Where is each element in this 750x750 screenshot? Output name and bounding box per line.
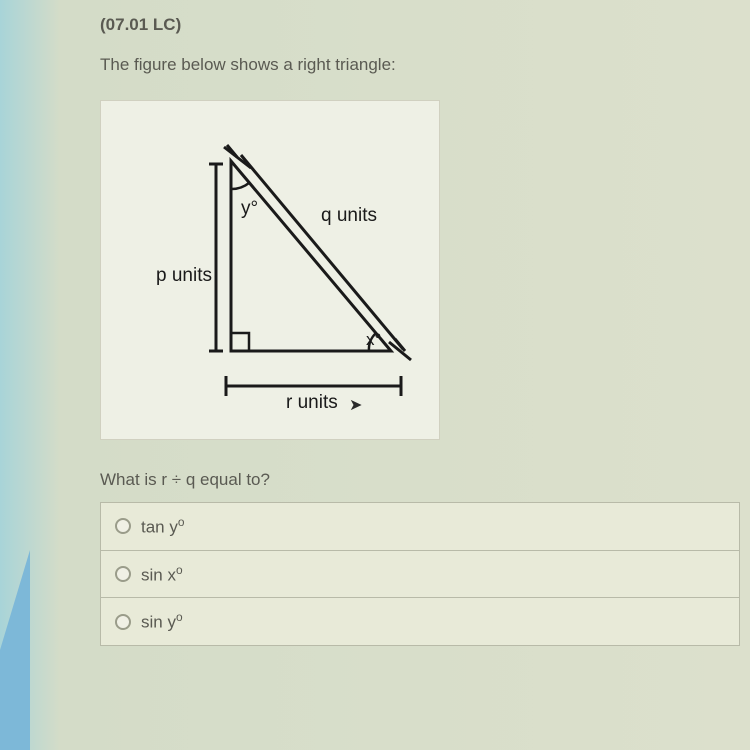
option-row[interactable]: sin yo [100, 597, 740, 646]
question-code: (07.01 LC) [100, 15, 750, 35]
side-p-label: p units [156, 265, 212, 286]
intro-text: The figure below shows a right triangle: [100, 55, 750, 75]
angle-y-label: y° [241, 198, 258, 219]
radio-icon[interactable] [115, 566, 131, 582]
option-row[interactable]: sin xo [100, 550, 740, 599]
side-q-label: q units [321, 205, 377, 226]
option-label: tan yo [141, 515, 184, 538]
side-r-label: r units [286, 392, 338, 413]
radio-icon[interactable] [115, 518, 131, 534]
triangle-figure: y° x° p units q units r units ➤ [100, 100, 440, 440]
option-label: sin xo [141, 563, 183, 586]
triangle-svg: y° x° p units q units r units [101, 101, 441, 441]
options-list: tan yo sin xo sin yo [100, 502, 740, 646]
question-text: What is r ÷ q equal to? [100, 470, 750, 490]
angle-x-label: x° [366, 330, 381, 349]
cursor-icon: ➤ [349, 395, 362, 415]
option-row[interactable]: tan yo [100, 502, 740, 551]
radio-icon[interactable] [115, 614, 131, 630]
option-label: sin yo [141, 610, 183, 633]
